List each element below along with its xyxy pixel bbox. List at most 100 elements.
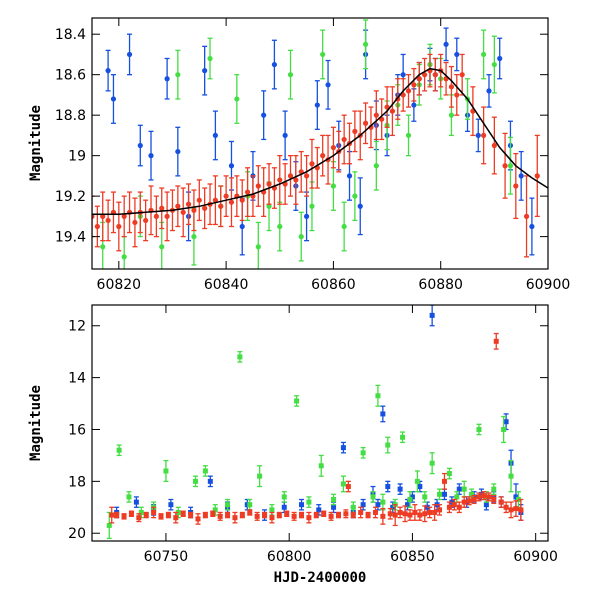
bottom-green-data-point <box>437 488 443 501</box>
bottom-red-data-point <box>239 511 245 519</box>
top-red-data-point <box>454 74 460 116</box>
bottom-red-data-point <box>412 504 418 521</box>
bottom-red-data-point <box>151 506 157 519</box>
bottom-red-data-point <box>210 510 216 518</box>
bottom-blue-data-point <box>299 498 305 511</box>
top-green-data-point <box>277 201 283 252</box>
bottom-red-data-point <box>365 511 371 519</box>
top-blue-data-point <box>454 37 460 72</box>
top-y-tick-label: 19.4 <box>55 230 86 246</box>
top-model-fit-curve <box>92 67 548 216</box>
bottom-red-data-point <box>143 511 149 519</box>
bottom-red-data-point <box>432 504 438 521</box>
top-blue-data-point <box>202 45 208 96</box>
bottom-blue-data-point <box>340 441 346 454</box>
top-red-data-point <box>126 191 133 234</box>
top-red-data-point <box>513 152 519 220</box>
top-plot-frame <box>91 17 549 270</box>
bottom-x-tick-label: 60750 <box>144 549 189 565</box>
top-red-data-point <box>448 65 455 108</box>
top-red-data-point <box>422 57 428 92</box>
bottom-red-data-point <box>291 511 297 521</box>
bottom-red-data-point <box>372 506 378 519</box>
top-green-data-point <box>363 19 369 70</box>
bottom-plot-area <box>106 305 524 540</box>
top-green-data-point <box>255 221 261 269</box>
top-green-data-point <box>320 29 326 80</box>
top-blue-data-point <box>261 90 267 141</box>
top-green-data-point <box>481 29 487 80</box>
top-blue-data-point <box>314 80 320 130</box>
top-red-data-point <box>363 102 369 145</box>
bottom-blue-data-point <box>360 498 366 511</box>
bottom-red-data-point <box>276 511 282 519</box>
top-red-data-point <box>244 167 251 218</box>
top-y-tick-label: 19.2 <box>55 189 86 205</box>
top-red-data-point <box>110 191 117 234</box>
bottom-red-data-point <box>345 480 351 493</box>
bottom-green-data-point <box>370 491 376 503</box>
top-blue-data-point <box>357 177 363 236</box>
top-blue-data-point <box>529 197 535 256</box>
top-red-data-point <box>502 132 508 199</box>
bottom-green-data-point <box>461 480 467 498</box>
top-green-data-point <box>352 171 358 222</box>
bottom-red-data-point <box>387 507 393 520</box>
bottom-x-tick-label: 60850 <box>390 549 435 565</box>
top-blue-data-point <box>475 118 481 153</box>
bottom-green-data-point <box>193 475 199 488</box>
bottom-green-data-point <box>116 444 122 457</box>
top-blue-data-point <box>271 39 277 90</box>
bottom-red-data-point <box>491 494 497 505</box>
bottom-green-data-point <box>237 351 243 363</box>
bottom-y-tick-label: 14 <box>68 371 86 387</box>
bottom-red-data-point <box>392 504 398 527</box>
bottom-red-data-point <box>188 511 194 519</box>
bottom-red-data-point <box>217 511 223 521</box>
top-blue-data-point <box>175 126 181 177</box>
bottom-red-data-point <box>493 332 499 350</box>
top-green-data-point <box>159 221 165 269</box>
bottom-blue-data-point <box>385 480 391 493</box>
top-green-data-point <box>507 136 514 195</box>
top-red-data-point <box>379 98 385 141</box>
top-red-data-point <box>405 74 412 108</box>
top-y-tick-label: 18.4 <box>55 27 86 43</box>
bottom-red-data-point <box>269 511 275 524</box>
bottom-green-data-point <box>340 475 346 493</box>
bottom-green-data-point <box>446 467 452 480</box>
top-blue-data-point <box>443 27 449 62</box>
bottom-green-data-point <box>400 431 406 444</box>
bottom-blue-data-point <box>429 305 435 327</box>
top-red-data-point <box>411 67 417 102</box>
top-blue-data-point <box>164 57 170 100</box>
top-red-data-point <box>400 78 406 112</box>
bottom-panel: 60750 60800 60850 60900 12 14 16 18 20 Magnitude… <box>28 304 558 586</box>
top-red-data-point <box>250 175 256 218</box>
top-red-data-point <box>523 175 530 258</box>
top-red-data-point <box>341 114 347 165</box>
top-panel: 60820 60840 60860 60880 60900 18.4 18.6 18.8 19 1… <box>28 17 570 293</box>
top-green-data-point <box>287 49 294 100</box>
bottom-red-data-point <box>114 511 120 519</box>
top-x-tick-label: 60820 <box>97 277 142 293</box>
bottom-red-data-point <box>321 510 327 518</box>
bottom-red-data-point <box>225 511 231 519</box>
top-red-data-point <box>293 154 299 205</box>
top-blue-data-point <box>486 74 492 108</box>
bottom-blue-data-point <box>456 483 462 495</box>
bottom-red-data-point <box>299 511 305 519</box>
top-blue-data-point <box>212 110 218 161</box>
bottom-red-data-point <box>451 498 457 511</box>
bottom-red-data-point <box>471 494 477 505</box>
top-red-data-point <box>373 90 379 141</box>
bottom-red-data-point <box>328 511 334 521</box>
bottom-red-data-point <box>466 496 472 506</box>
top-y-tick-label: 18.6 <box>55 68 86 84</box>
top-green-data-point <box>373 140 379 191</box>
bottom-red-data-point <box>380 507 386 525</box>
bottom-red-data-point <box>513 500 519 518</box>
bottom-red-data-point <box>427 506 433 519</box>
bottom-x-tick-label: 60800 <box>267 549 312 565</box>
